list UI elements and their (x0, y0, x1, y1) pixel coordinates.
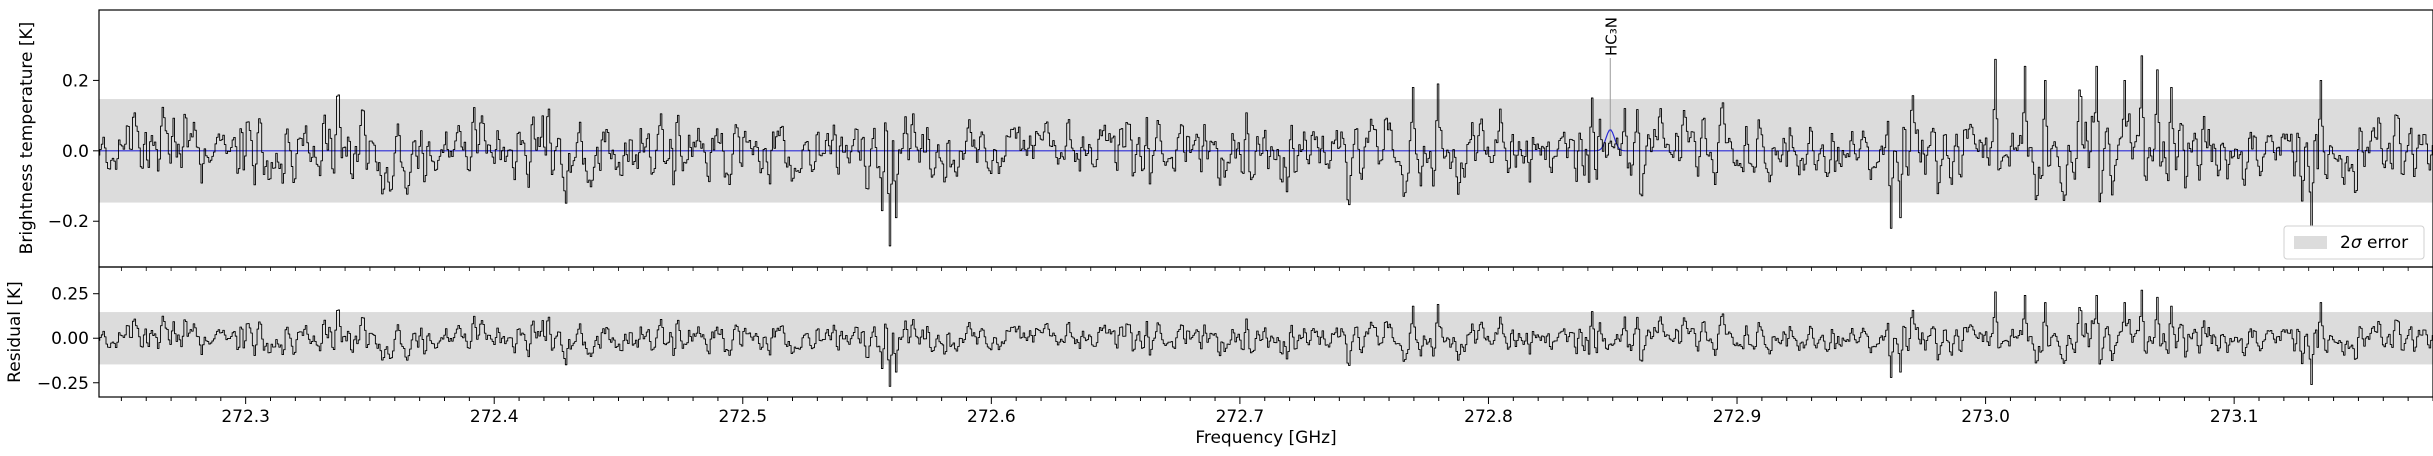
bottom-frame (98, 266, 2433, 398)
y-tick-label: −0.2 (48, 212, 89, 232)
x-tick-label: 272.3 (221, 407, 270, 427)
legend-swatch (2294, 236, 2327, 249)
bottom-residual-line (99, 289, 2433, 387)
x-tick-label: 272.6 (967, 407, 1016, 427)
y-tick-label: 0.0 (62, 142, 89, 162)
top-panel: −0.2 0.0 0.2 HC₃N Brightness temperature [… (17, 9, 2433, 271)
x-tick-label: 272.4 (470, 407, 519, 427)
top-y-ticks: −0.2 0.0 0.2 (48, 71, 99, 232)
bottom-ylabel: Residual [K] (5, 281, 25, 383)
x-tick-label: 273.1 (2210, 407, 2259, 427)
y-tick-label: −0.25 (37, 374, 89, 394)
bottom-panel: −0.250.000.25 272.3 272.4 272.5 272.6 272.7 2… (5, 266, 2433, 448)
x-tick-label: 272.8 (1464, 407, 1513, 427)
x-axis-label: Frequency [GHz] (1195, 428, 1336, 448)
top-x-minor-ticks (120, 267, 2433, 271)
x-tick-label: 272.5 (718, 407, 767, 427)
y-tick-label: 0.00 (51, 329, 89, 349)
bottom-x-ticks: 272.3 272.4 272.5 272.6 272.7 272.8 272.9 273.0… (120, 397, 2433, 427)
x-tick-label: 272.9 (1713, 407, 1762, 427)
bottom-y-ticks: −0.25 0.00 0.25 (37, 285, 99, 394)
hc3n-label: HC₃N (1602, 17, 1620, 56)
y-tick-label: 0.25 (51, 285, 89, 305)
legend-box (2283, 225, 2425, 260)
y-tick-label: 0.2 (62, 71, 89, 91)
top-ylabel: Brightness temperature [K] (17, 22, 37, 255)
legend[interactable]: 2σ error (2283, 225, 2425, 260)
top-spectrum-line (99, 55, 2433, 247)
x-tick-label: 273.0 (1961, 407, 2010, 427)
legend-label: 2σ error (2340, 233, 2408, 253)
x-tick-label: 272.7 (1216, 407, 1265, 427)
